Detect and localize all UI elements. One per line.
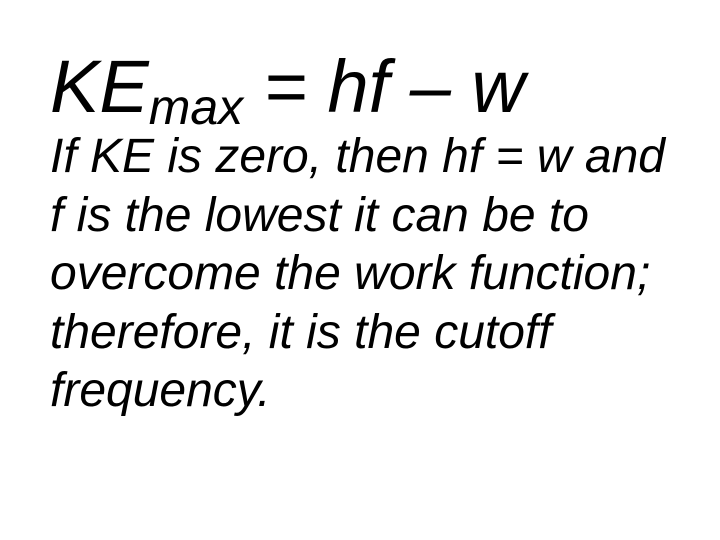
equation-ke: KE: [50, 45, 149, 128]
equation-line: KEmax = hf – w: [50, 50, 670, 124]
body-paragraph: If KE is zero, then hf = w and f is the …: [50, 128, 670, 421]
equation-rest: = hf – w: [243, 45, 525, 128]
equation-subscript: max: [149, 79, 243, 135]
